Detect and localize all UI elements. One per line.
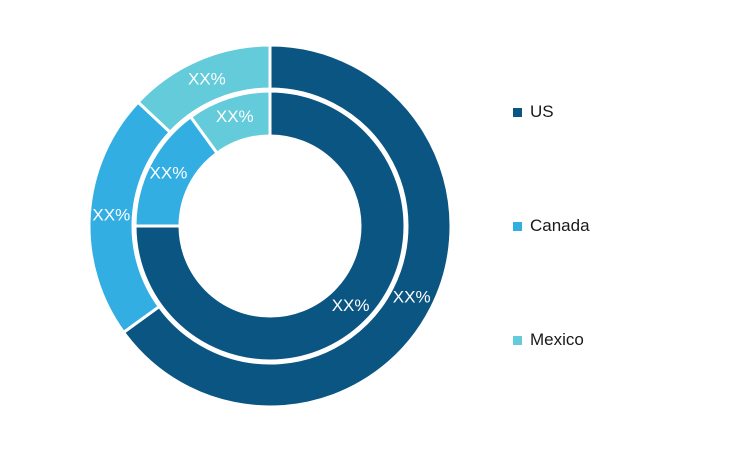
- inner-slice-us: [133, 89, 407, 363]
- inner-slice-mexico: [188, 89, 272, 156]
- outer-slice-us: [121, 43, 453, 409]
- outer-label-mexico: XX%: [188, 70, 226, 89]
- inner-label-canada: XX%: [150, 164, 188, 183]
- legend-item-us: US: [513, 100, 554, 124]
- outer-label-us: XX%: [393, 288, 431, 307]
- inner-label-us: XX%: [332, 296, 370, 315]
- inner-label-mexico: XX%: [216, 107, 254, 126]
- legend-label-us: US: [530, 102, 554, 121]
- outer-label-canada: XX%: [92, 206, 130, 225]
- legend-label-mexico: Mexico: [530, 330, 584, 349]
- legend-item-mexico: Mexico: [513, 328, 584, 352]
- legend-item-canada: Canada: [513, 214, 590, 238]
- legend-swatch-mexico: [513, 335, 522, 345]
- legend-label-canada: Canada: [530, 216, 590, 235]
- legend-swatch-us: [513, 107, 522, 117]
- legend-swatch-canada: [513, 221, 522, 231]
- outer-slice-mexico: [135, 43, 272, 135]
